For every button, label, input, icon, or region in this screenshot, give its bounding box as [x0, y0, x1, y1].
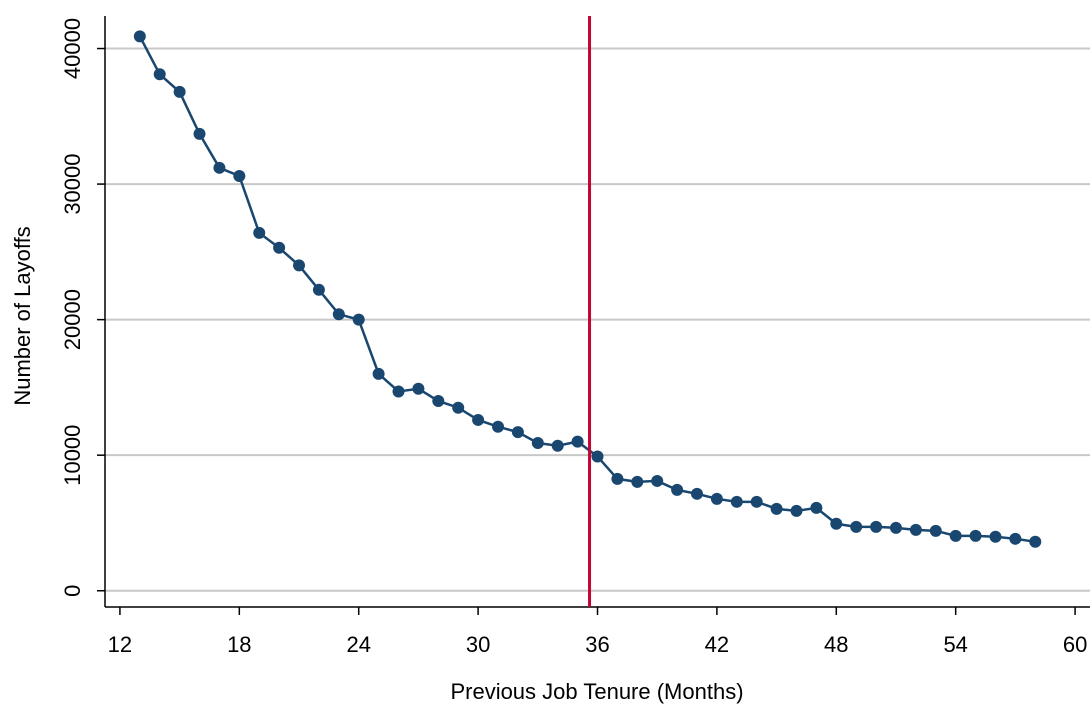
data-point — [750, 495, 763, 508]
data-point — [909, 523, 922, 536]
data-point — [929, 524, 942, 537]
data-point — [511, 426, 524, 439]
y-tick-label: 40000 — [60, 18, 85, 79]
x-tick-label: 24 — [346, 632, 370, 657]
data-point — [611, 472, 624, 485]
y-tick-label: 20000 — [60, 289, 85, 350]
data-point — [889, 521, 902, 534]
data-point — [193, 127, 206, 140]
data-point — [531, 436, 544, 449]
data-point — [810, 501, 823, 514]
data-point — [631, 475, 644, 488]
data-point — [392, 385, 405, 398]
data-point — [173, 85, 186, 98]
data-point — [571, 435, 584, 448]
y-tick-label: 30000 — [60, 153, 85, 214]
data-point — [253, 226, 266, 239]
y-tick-label: 0 — [60, 585, 85, 597]
data-point — [710, 492, 723, 505]
data-point — [153, 68, 166, 81]
data-point — [432, 394, 445, 407]
data-point — [969, 529, 982, 542]
x-tick-label: 36 — [585, 632, 609, 657]
data-point — [770, 502, 783, 515]
x-axis-title: Previous Job Tenure (Months) — [450, 679, 743, 704]
y-tick-label: 10000 — [60, 425, 85, 486]
x-tick-label: 60 — [1063, 632, 1087, 657]
data-point — [332, 308, 345, 321]
data-point — [850, 520, 863, 533]
data-point — [830, 517, 843, 530]
data-point — [551, 439, 564, 452]
x-tick-label: 42 — [705, 632, 729, 657]
data-point — [372, 367, 385, 380]
data-point — [273, 241, 286, 254]
data-point — [591, 450, 604, 463]
y-axis-title: Number of Layoffs — [10, 226, 35, 405]
data-point — [1009, 532, 1022, 545]
data-point — [233, 169, 246, 182]
data-point — [312, 283, 325, 296]
data-point — [870, 520, 883, 533]
data-point — [671, 483, 684, 496]
data-point — [472, 413, 485, 426]
x-tick-label: 12 — [108, 632, 132, 657]
x-tick-label: 48 — [824, 632, 848, 657]
data-point — [213, 161, 226, 174]
data-point — [492, 420, 505, 433]
x-tick-label: 18 — [227, 632, 251, 657]
data-point — [730, 495, 743, 508]
x-tick-label: 54 — [943, 632, 967, 657]
data-point — [989, 530, 1002, 543]
data-point — [452, 401, 465, 414]
data-point — [949, 529, 962, 542]
x-tick-label: 30 — [466, 632, 490, 657]
data-point — [690, 487, 703, 500]
data-point — [352, 313, 365, 326]
data-point — [651, 474, 664, 487]
data-point — [133, 30, 146, 43]
data-point — [1029, 535, 1042, 548]
data-point — [293, 259, 306, 272]
series-line — [138, 35, 1036, 544]
data-point — [790, 504, 803, 517]
data-point — [412, 382, 425, 395]
